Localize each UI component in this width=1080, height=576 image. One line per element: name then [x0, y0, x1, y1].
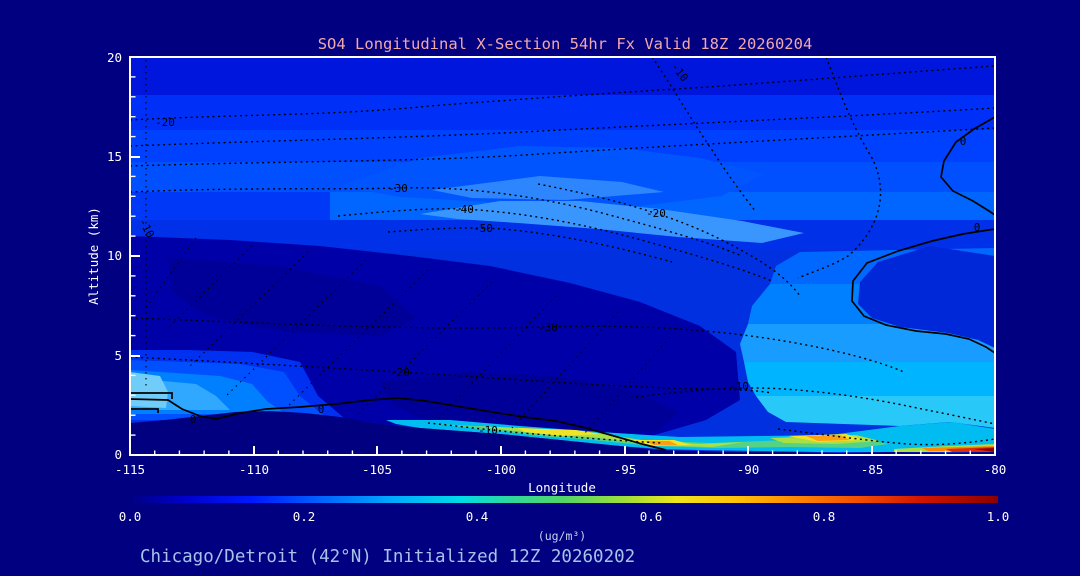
dotted-contour-line	[635, 387, 995, 425]
y-tick-label: 5	[114, 348, 122, 363]
colorbar-tick-label: 0.2	[293, 509, 316, 524]
dotted-contour-line	[165, 245, 253, 331]
chart-title: SO4 Longitudinal X-Section 54hr Fx Valid…	[318, 35, 813, 53]
colorbar-tick-label: 0.4	[466, 509, 489, 524]
y-tick-labels: 20 15 10 5 0	[107, 50, 122, 462]
bright-dome-core	[432, 176, 664, 200]
contour-label: -30	[388, 182, 408, 195]
contour-label: -20	[390, 366, 410, 379]
contour-label: -10	[478, 424, 498, 437]
x-tick-label: -85	[861, 462, 884, 477]
contour-label: -40	[454, 203, 474, 216]
contour-label: 0	[960, 135, 967, 148]
y-major-ticks	[130, 56, 140, 456]
dotted-contour-line	[537, 183, 801, 297]
solid-zero-contour	[851, 228, 995, 354]
east-band	[740, 324, 995, 362]
darker-core	[168, 258, 416, 336]
y-minor-ticks	[130, 76, 136, 436]
solid-zero-contour	[940, 116, 995, 216]
colorbar-tick-label: 0.0	[119, 509, 142, 524]
dotted-contour-line	[130, 187, 743, 257]
surface-plume-yellow	[518, 428, 602, 436]
x-tick-label: -95	[614, 462, 637, 477]
dotted-contour-line	[797, 57, 882, 279]
dotted-contour-line	[511, 311, 619, 429]
dotted-contour-line	[225, 259, 367, 397]
colorbar-tick-label: 1.0	[987, 509, 1010, 524]
bright-streak	[420, 201, 804, 243]
dotted-contour-line	[777, 428, 995, 446]
surface-streak-red	[946, 447, 995, 452]
x-tick-label: -100	[486, 462, 516, 477]
overlay-contours	[130, 57, 995, 451]
x-tick-label: -90	[737, 462, 760, 477]
x-minor-ticks	[154, 450, 971, 455]
figure-caption: Chicago/Detroit (42°N) Initialized 12Z 2…	[140, 547, 635, 567]
band	[130, 95, 995, 130]
x-tick-label: -80	[984, 462, 1007, 477]
x-tick-label: -110	[239, 462, 269, 477]
dotted-contour-line	[435, 295, 557, 422]
terrain-silhouette	[130, 411, 995, 455]
east-loop-interior	[858, 246, 995, 348]
dotted-contour-line	[387, 227, 673, 263]
x-tick-label: -105	[362, 462, 392, 477]
x-axis-label: Longitude	[528, 480, 596, 495]
surface-streak-darkred	[974, 448, 995, 452]
dotted-contour-line	[427, 422, 663, 444]
y-tick-label: 20	[107, 50, 122, 65]
filled-contour-field	[130, 57, 995, 455]
y-tick-label: 0	[114, 447, 122, 462]
x-major-ticks	[129, 446, 996, 455]
solid-zero-contour	[130, 392, 173, 399]
contour-label: -30	[538, 321, 558, 334]
x-tick-labels: -115 -110 -105 -100 -95 -90 -85 -80	[115, 462, 1006, 477]
colorbar-tick-labels: 0.0 0.2 0.4 0.6 0.8 1.0	[119, 509, 1010, 524]
contour-label: -20	[155, 116, 175, 129]
dotted-contour-line	[130, 356, 773, 394]
band	[130, 192, 330, 222]
dotted-contour-line	[145, 237, 197, 309]
y-axis-label: Altitude (km)	[86, 207, 101, 305]
y-tick-label: 15	[107, 149, 122, 164]
contour-label: 0	[190, 413, 197, 426]
contour-label: -10	[729, 380, 749, 393]
band	[130, 57, 995, 95]
dotted-contour-line	[651, 57, 757, 213]
y-tick-label: 10	[107, 248, 122, 263]
east-band	[756, 396, 995, 428]
east-band	[744, 362, 995, 396]
colorbar-tick-label: 0.8	[813, 509, 836, 524]
solid-zero-contour	[130, 397, 667, 451]
contour-label: 0	[318, 403, 325, 416]
x-tick-label: -115	[115, 462, 145, 477]
colorbar-units-label: (ug/m³)	[538, 529, 586, 543]
colorbar-tick-label: 0.6	[640, 509, 663, 524]
contour-label: -50	[473, 222, 493, 235]
solid-zero-contour	[130, 408, 159, 413]
contour-label: -20	[646, 207, 666, 220]
dotted-contour-line	[337, 208, 773, 282]
contour-label: 0	[974, 221, 981, 234]
colorbar	[130, 496, 998, 503]
surface-plume-orange	[644, 441, 678, 445]
dotted-contour-line	[130, 107, 995, 147]
